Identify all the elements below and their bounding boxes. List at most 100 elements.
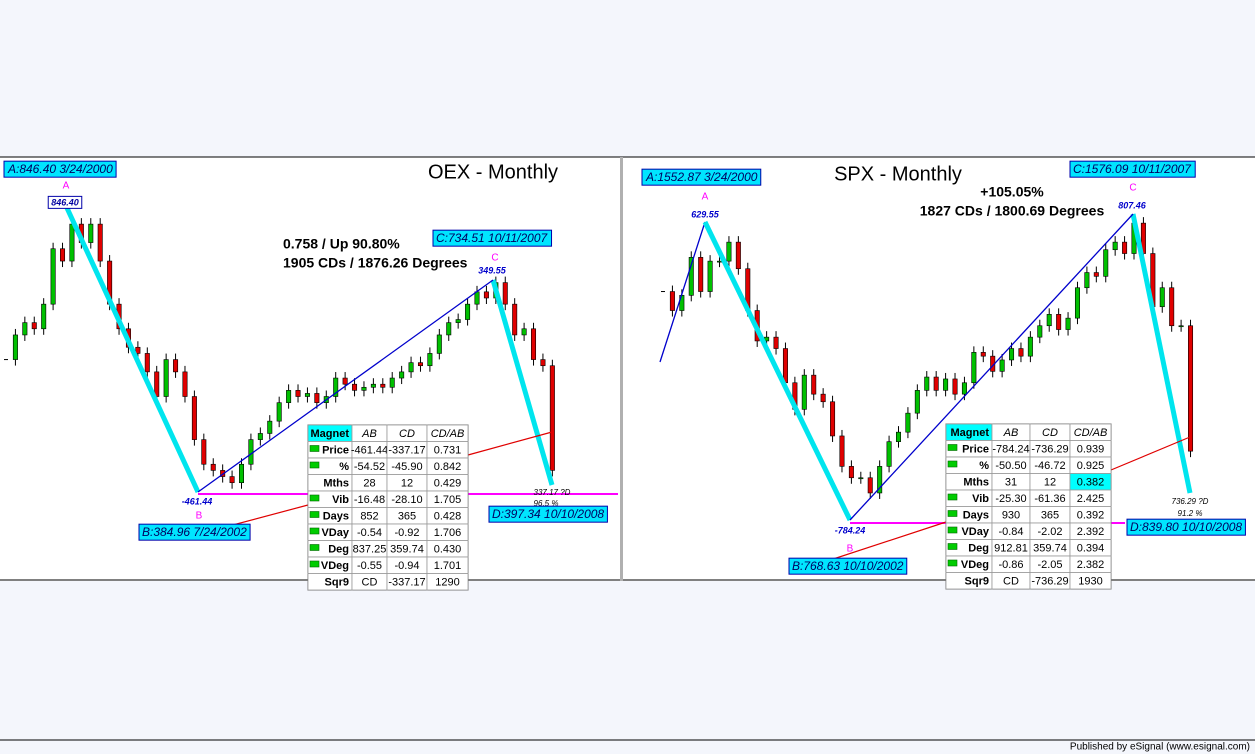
candle-body bbox=[867, 477, 873, 494]
candle-body bbox=[521, 328, 527, 336]
pattern-line bbox=[1130, 213, 1193, 494]
table-text: 912.81 bbox=[994, 543, 1028, 555]
annotation: D:397.34 10/10/2008 bbox=[492, 507, 604, 521]
candle-body bbox=[267, 420, 273, 434]
table-text: VDay bbox=[321, 527, 349, 539]
candle-body bbox=[848, 466, 854, 479]
candle-body bbox=[60, 248, 66, 262]
chart-title: SPX - Monthly bbox=[834, 163, 962, 185]
annotation: A bbox=[702, 192, 709, 203]
table-text: -0.94 bbox=[394, 560, 419, 572]
table-text: Deg bbox=[328, 544, 349, 556]
annotation: C bbox=[1129, 183, 1136, 194]
candle-body bbox=[980, 352, 986, 357]
row-icon bbox=[947, 526, 958, 534]
candle-body bbox=[858, 477, 864, 480]
label-box bbox=[1069, 160, 1196, 178]
candle-body bbox=[22, 322, 28, 336]
table-text: Magnet bbox=[951, 427, 990, 439]
candle-body bbox=[801, 374, 807, 410]
table-text: -45.90 bbox=[391, 461, 422, 473]
row-icon bbox=[309, 511, 320, 518]
candle-body bbox=[943, 378, 949, 391]
candle-body bbox=[1093, 272, 1099, 277]
table-text: Sqr9 bbox=[325, 577, 349, 589]
annotation: 337.17 ?D bbox=[534, 488, 571, 497]
candle-body bbox=[717, 260, 723, 263]
candle-body bbox=[512, 303, 518, 336]
candle-body bbox=[1169, 287, 1175, 327]
candle-body bbox=[399, 371, 405, 379]
annotation: 629.55 bbox=[691, 209, 720, 219]
table-text: 1290 bbox=[435, 577, 459, 589]
candle-body bbox=[69, 223, 75, 262]
candle-body bbox=[210, 463, 216, 471]
label-box bbox=[432, 229, 553, 247]
table-text: 12 bbox=[1044, 477, 1056, 489]
table-text: -2.02 bbox=[1037, 526, 1062, 538]
annotation: B:384.96 7/24/2002 bbox=[142, 525, 247, 539]
annotation: 349.55 bbox=[478, 265, 507, 275]
candle-body bbox=[540, 359, 546, 367]
candle-body bbox=[961, 382, 967, 395]
pattern-line bbox=[659, 221, 706, 363]
candle-body bbox=[698, 257, 704, 292]
table-text: AB bbox=[361, 428, 377, 440]
table-text: 1930 bbox=[1078, 576, 1102, 588]
candle-body bbox=[135, 346, 141, 354]
candle-body bbox=[1027, 336, 1033, 357]
candle-body bbox=[465, 303, 471, 320]
candle-body bbox=[201, 439, 207, 465]
table-text: 2.382 bbox=[1077, 559, 1105, 571]
table-text: VDeg bbox=[961, 559, 989, 571]
candle-body bbox=[549, 365, 555, 471]
table-text: -337.17 bbox=[388, 577, 425, 589]
table-text: 2.392 bbox=[1077, 526, 1105, 538]
table-text: 28 bbox=[363, 478, 375, 490]
label-box bbox=[788, 557, 908, 575]
table-text: Magnet bbox=[311, 428, 350, 440]
annotation: 1905 CDs / 1876.26 Degrees bbox=[283, 255, 468, 271]
candle-body bbox=[1009, 348, 1015, 361]
candle-body bbox=[352, 383, 358, 391]
table-text: Sqr9 bbox=[965, 576, 989, 588]
candle-body bbox=[839, 435, 845, 467]
candle-body bbox=[1159, 287, 1165, 308]
annotation: 807.46 bbox=[1118, 200, 1147, 210]
annotation: A:1552.87 3/24/2000 bbox=[645, 170, 758, 184]
table-text: 359.74 bbox=[1033, 543, 1067, 555]
candle-body bbox=[811, 374, 817, 395]
candle-body bbox=[707, 260, 713, 292]
candle-body bbox=[389, 377, 395, 388]
table-text: 0.925 bbox=[1077, 460, 1105, 472]
candle-body bbox=[905, 412, 911, 433]
candle-body bbox=[436, 334, 442, 354]
candle-body bbox=[295, 390, 301, 397]
table-text: -0.86 bbox=[998, 559, 1023, 571]
candle-body bbox=[304, 393, 310, 397]
annotation: -784.24 bbox=[835, 525, 866, 535]
candle-body bbox=[173, 359, 179, 373]
table-text: -736.29 bbox=[1031, 576, 1068, 588]
table-text: 0.842 bbox=[434, 461, 462, 473]
candle-body bbox=[97, 223, 103, 262]
candle-body bbox=[1178, 325, 1184, 328]
table-text: 0.392 bbox=[1077, 510, 1105, 522]
table-text: Deg bbox=[968, 543, 989, 555]
candle-body bbox=[877, 466, 883, 494]
panel-divider bbox=[620, 157, 623, 581]
table-text: 1.706 bbox=[434, 527, 462, 539]
candle-body bbox=[446, 322, 452, 336]
annotation: A bbox=[63, 181, 70, 192]
annotation: 0.758 / Up 90.80% bbox=[283, 236, 400, 252]
candle-body bbox=[257, 433, 263, 440]
candle-body bbox=[1112, 241, 1118, 251]
candle-body bbox=[1018, 348, 1024, 357]
table-text: -46.72 bbox=[1034, 460, 1065, 472]
candle-body bbox=[408, 362, 414, 373]
candle-body bbox=[483, 291, 489, 299]
annotation: C:1576.09 10/11/2007 bbox=[1073, 162, 1192, 176]
pattern-line bbox=[1110, 436, 1191, 471]
table-text: 365 bbox=[398, 511, 416, 523]
